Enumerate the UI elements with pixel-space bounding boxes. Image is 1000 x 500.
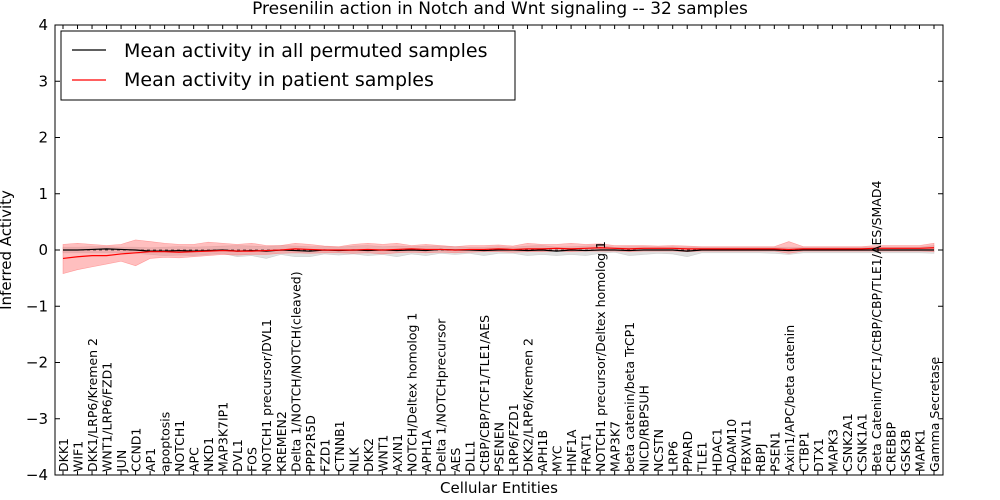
category-label: AXIN1: [390, 434, 405, 472]
x-axis-label: Cellular Entities: [440, 479, 558, 497]
category-label: CCND1: [129, 428, 144, 472]
category-label: NKD1: [201, 437, 216, 472]
x-axis: [62, 25, 935, 475]
y-axis: −4 −3 −2 −1 0 1 2 3 4: [26, 16, 943, 484]
category-label: Gamma Secretase: [927, 357, 942, 472]
category-label: HDAC1: [709, 428, 724, 472]
category-label: Beta Catenin/TCF1/CtBP/CBP/TLE1/AES/SMAD…: [869, 181, 884, 472]
category-label: beta catenin/beta TrCP1: [622, 322, 637, 472]
category-label: MAP3K7IP1: [216, 402, 231, 472]
category-label: APC: [187, 447, 202, 472]
y-tick-label: 0: [38, 241, 48, 259]
category-label: NOTCH1 precursor/Deltex homolog 1: [593, 241, 608, 472]
category-label: PSENEN: [492, 422, 507, 472]
category-label: PPP2R5D: [303, 415, 318, 472]
category-label: Delta 1/NOTCH/NOTCH(cleaved): [288, 271, 303, 472]
y-tick-label: −4: [26, 466, 48, 484]
category-label: MAPK3: [825, 429, 840, 472]
category-label: APH1B: [535, 430, 550, 472]
y-tick-label: −2: [26, 354, 48, 372]
category-label: PPARD: [680, 431, 695, 472]
category-label: CTBP1: [796, 432, 811, 472]
category-label: DVL1: [230, 439, 245, 472]
category-label: APH1A: [419, 430, 434, 472]
category-label: CSNK2A1: [840, 413, 855, 472]
plot-frame: [54, 24, 944, 476]
category-label: NICD/RBPSUH: [637, 385, 652, 472]
category-label: Delta 1/NOTCHprecursor: [433, 318, 448, 472]
legend-label-permuted: Mean activity in all permuted samples: [124, 40, 487, 62]
category-label: ADAM10: [724, 419, 739, 472]
legend: Mean activity in all permuted samples Me…: [60, 30, 516, 101]
y-tick-label: 2: [38, 129, 48, 147]
category-label: PSEN1: [767, 431, 782, 472]
category-label: Axin1/APC/beta catenin: [782, 325, 797, 472]
category-label: WNT1: [375, 435, 390, 472]
category-label: apoptosis: [158, 412, 173, 472]
category-label: CREBBP: [883, 422, 898, 472]
category-label: AP1: [143, 448, 158, 472]
category-label: AES: [448, 448, 463, 472]
category-label: FBXW11: [738, 419, 753, 472]
y-tick-label: 3: [38, 72, 48, 90]
category-label: FZD1: [317, 439, 332, 472]
category-label: TLE1: [695, 442, 710, 473]
category-label: NCSTN: [651, 429, 666, 472]
category-label: DKK2: [361, 438, 376, 472]
y-tick-label: 4: [38, 16, 48, 34]
category-label: MYC: [550, 445, 565, 472]
y-tick-label: −1: [26, 297, 48, 315]
legend-label-patient: Mean activity in patient samples: [124, 69, 434, 91]
chart-title: Presenilin action in Notch and Wnt signa…: [252, 0, 748, 19]
category-label: WIF1: [71, 441, 86, 472]
category-label: WNT1/LRP6/FZD1: [100, 362, 115, 472]
y-axis-label: Inferred Activity: [0, 190, 15, 310]
category-label: NOTCH1: [172, 420, 187, 472]
category-label: GSK3B: [898, 430, 913, 472]
category-label: DKK2/LRP6/Kremen 2: [521, 338, 536, 472]
category-label: DLL1: [462, 440, 477, 472]
category-label: HNF1A: [564, 429, 579, 472]
category-label: LRP6/FZD1: [506, 403, 521, 472]
category-label: NOTCH1 precursor/DVL1: [259, 319, 274, 472]
category-label: JUN: [114, 450, 129, 473]
category-label: RBPJ: [753, 444, 768, 473]
legend-box: [60, 30, 516, 101]
y-tick-label: 1: [38, 185, 48, 203]
category-labels: DKK1 WIF1 DKK1/LRP6/Kremen 2 WNT1/LRP6/FZD1…: [56, 181, 942, 473]
category-label: NOTCH/Deltex homolog 1: [404, 313, 419, 472]
category-label: LRP6: [666, 441, 681, 472]
category-label: FOS: [245, 447, 260, 472]
category-label: DKK1: [56, 438, 71, 472]
line-patient: [62, 247, 935, 260]
category-label: DTX1: [811, 438, 826, 472]
category-label: FRAT1: [579, 433, 594, 472]
category-label: KREMEN2: [274, 411, 289, 472]
category-label: DKK1/LRP6/Kremen 2: [85, 338, 100, 472]
category-label: MAP3K7: [608, 421, 623, 472]
category-label: CTNNB1: [332, 420, 347, 472]
category-label: CSNK1A1: [854, 413, 869, 472]
category-label: NLK: [346, 447, 361, 472]
y-tick-label: −3: [26, 410, 48, 428]
series-lines: [62, 247, 935, 260]
category-label: MAPK1: [912, 429, 927, 472]
category-label: CtBP/CBP/TCF1/TLE1/AES: [477, 315, 492, 472]
